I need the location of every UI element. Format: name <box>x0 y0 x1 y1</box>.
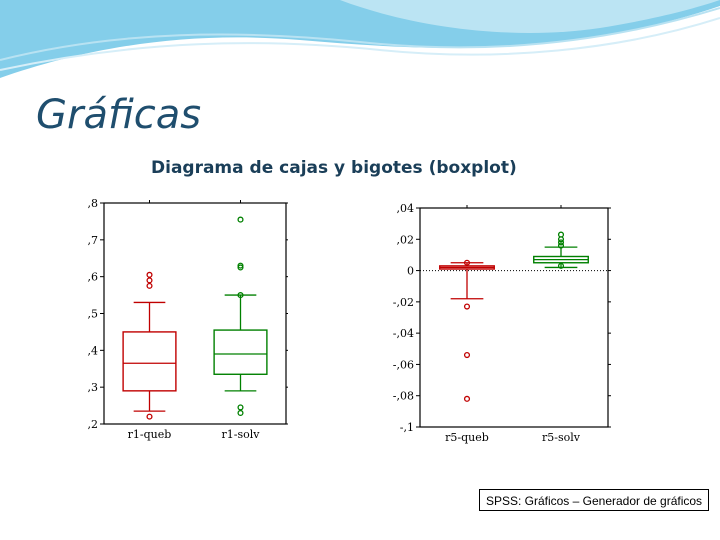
category-label: r5-queb <box>445 431 489 444</box>
box-r1-queb <box>122 271 177 420</box>
outlier-point <box>146 277 153 284</box>
box-r5-queb <box>439 259 495 402</box>
y-tick-label: -,08 <box>393 390 414 403</box>
category-label: r1-solv <box>222 428 261 441</box>
box-iqr <box>213 329 268 375</box>
y-tick-label: -,04 <box>393 327 414 340</box>
category-label: r5-solv <box>542 431 581 444</box>
y-tick-label: -,02 <box>393 296 414 309</box>
outlier-point <box>557 242 565 249</box>
outlier-point <box>237 264 244 271</box>
y-tick-label: ,3 <box>88 381 99 394</box>
y-tick-label: ,7 <box>88 234 99 247</box>
slide-subtitle: Diagrama de cajas y bigotes (boxplot) <box>151 158 517 178</box>
category-label: r1-queb <box>128 428 172 441</box>
outlier-point <box>146 282 153 289</box>
boxplot-r5: ,04 ,02 0 -,02 -,04 -,06 -,08 -,1 r5-queb r5-solv <box>393 202 611 444</box>
outlier-point <box>146 413 153 420</box>
plot-frame <box>419 207 609 428</box>
boxplot-r1: ,8 ,7 ,6 ,5 ,4 ,3 ,2 r1-queb r1-solv <box>88 197 288 441</box>
y-tick-label: ,4 <box>88 344 99 357</box>
box-r5-solv <box>533 231 589 269</box>
outlier-point <box>237 216 244 223</box>
box-iqr <box>122 331 177 392</box>
slide-title: Gráficas <box>36 92 202 138</box>
outlier-point <box>237 292 244 299</box>
y-tick-label: 0 <box>407 265 414 278</box>
y-tick-label: -,06 <box>393 358 414 371</box>
y-tick-label: ,6 <box>88 271 99 284</box>
outlier-point <box>557 239 565 246</box>
y-tick-label: -,1 <box>400 421 414 434</box>
outlier-point <box>463 303 471 310</box>
y-tick-label: ,02 <box>397 233 415 246</box>
source-caption: SPSS: Gráficos – Generador de gráficos <box>479 489 709 511</box>
outlier-point <box>463 259 471 266</box>
box-r1-solv <box>213 216 268 417</box>
outlier-point <box>463 395 471 402</box>
y-tick-label: ,04 <box>397 202 415 215</box>
outlier-point <box>237 404 244 411</box>
y-tick-label: ,5 <box>88 308 99 321</box>
outlier-point <box>237 409 244 417</box>
header-wave-decoration <box>0 0 720 78</box>
y-tick-label: ,8 <box>88 197 99 210</box>
outlier-point <box>146 271 153 278</box>
outlier-point <box>463 351 471 359</box>
y-tick-label: ,2 <box>88 418 99 431</box>
outlier-point <box>557 236 565 243</box>
outlier-point <box>557 262 565 269</box>
